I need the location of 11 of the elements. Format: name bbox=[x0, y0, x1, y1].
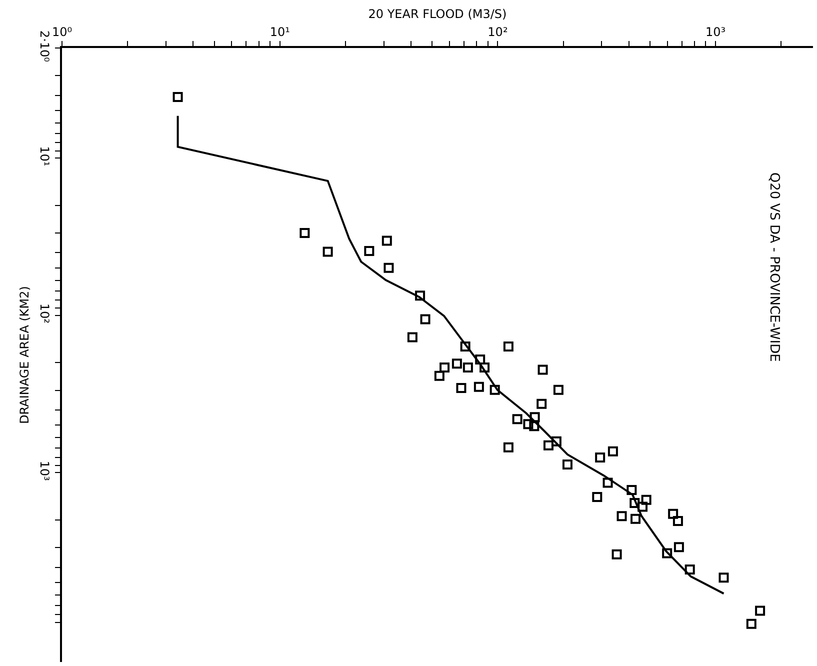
x-tick-label: 10⁰ bbox=[52, 25, 72, 40]
y-tick-label: 10³ bbox=[38, 460, 52, 482]
y-tick-label: 10² bbox=[38, 303, 52, 324]
x-tick-label: 10³ bbox=[706, 25, 726, 40]
y-tick-label: 2·10⁰ bbox=[38, 30, 52, 62]
x-tick-label: 10² bbox=[488, 25, 508, 40]
text: Q20 VS DA - PROVINCE-WIDE bbox=[766, 172, 782, 362]
y-axis-title: DRAINAGE AREA (KM2) bbox=[17, 286, 32, 424]
x-tick-label: 10¹ bbox=[270, 25, 290, 40]
x-axis-title: 20 YEAR FLOOD (M3/S) bbox=[368, 7, 507, 21]
y-tick-label: 10¹ bbox=[38, 146, 52, 166]
